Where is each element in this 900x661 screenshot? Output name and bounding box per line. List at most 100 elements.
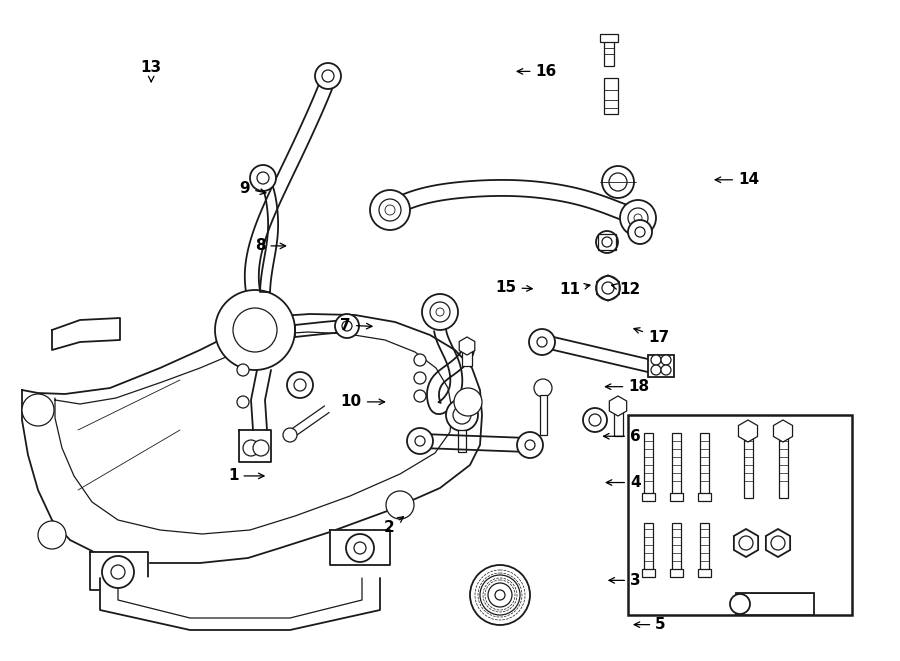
Circle shape [730,594,750,614]
Bar [628,415,852,615]
Circle shape [537,337,547,347]
Circle shape [294,379,306,391]
Bar [779,433,788,498]
Circle shape [102,556,134,588]
Circle shape [602,166,634,198]
Circle shape [453,406,471,424]
Bar [642,569,655,577]
Polygon shape [52,318,120,350]
Text: 8: 8 [255,239,285,253]
Bar [648,355,674,377]
Circle shape [602,282,614,294]
Bar [604,38,614,66]
Text: 17: 17 [634,328,669,344]
Polygon shape [100,578,380,630]
Circle shape [635,227,645,237]
Circle shape [253,440,269,456]
Circle shape [354,542,366,554]
Circle shape [529,329,555,355]
Circle shape [651,365,661,375]
Circle shape [322,70,334,82]
Text: 14: 14 [716,173,759,187]
Circle shape [446,399,478,431]
Bar [670,493,683,501]
Circle shape [233,308,277,352]
Text: 16: 16 [518,64,557,79]
Circle shape [436,308,444,316]
Circle shape [517,432,543,458]
Bar [604,78,618,114]
Circle shape [215,290,295,370]
Circle shape [651,355,661,365]
Circle shape [634,214,642,222]
Text: 18: 18 [606,379,649,394]
Circle shape [415,436,425,446]
Circle shape [315,63,341,89]
Text: 5: 5 [634,617,666,632]
Text: 1: 1 [228,469,264,483]
Circle shape [609,173,627,191]
Circle shape [237,364,249,376]
Circle shape [525,440,535,450]
Text: 3: 3 [609,573,641,588]
Circle shape [414,372,426,384]
Circle shape [385,205,395,215]
Circle shape [488,583,512,607]
Circle shape [257,172,269,184]
Bar [600,34,618,42]
Circle shape [589,414,601,426]
Bar [644,433,653,498]
Text: 11: 11 [560,282,590,297]
Circle shape [243,440,259,456]
Circle shape [661,355,671,365]
Bar [458,430,466,452]
Circle shape [38,521,66,549]
Text: 4: 4 [607,475,641,490]
Bar [614,408,623,436]
Circle shape [470,565,530,625]
Text: 12: 12 [612,282,641,297]
Circle shape [250,165,276,191]
Polygon shape [330,530,390,565]
Text: 6: 6 [604,429,641,444]
Circle shape [283,428,297,442]
Circle shape [237,396,249,408]
Bar [540,395,547,435]
Bar [642,493,655,501]
Text: 2: 2 [383,517,403,535]
Circle shape [379,199,401,221]
Circle shape [414,390,426,402]
Circle shape [287,372,313,398]
Text: 15: 15 [496,280,532,295]
Circle shape [628,208,648,228]
Bar [736,593,814,615]
Circle shape [596,231,618,253]
Circle shape [422,294,458,330]
Circle shape [534,379,552,397]
Circle shape [602,237,612,247]
Circle shape [495,590,505,600]
Bar [698,493,711,501]
Text: 7: 7 [340,318,372,332]
Circle shape [370,190,410,230]
Circle shape [620,200,656,236]
Bar [700,523,709,575]
Circle shape [739,536,753,550]
Circle shape [661,365,671,375]
Circle shape [583,408,607,432]
Bar [672,523,681,575]
Circle shape [407,428,433,454]
Circle shape [335,314,359,338]
Text: 13: 13 [140,60,162,82]
Bar [670,569,683,577]
Bar [672,433,681,498]
Circle shape [111,565,125,579]
Bar [744,433,753,498]
Bar [598,234,616,250]
Circle shape [414,354,426,366]
Bar [462,348,472,366]
Bar [644,523,653,575]
Polygon shape [239,430,271,462]
Circle shape [342,321,352,331]
Text: 10: 10 [341,395,384,409]
